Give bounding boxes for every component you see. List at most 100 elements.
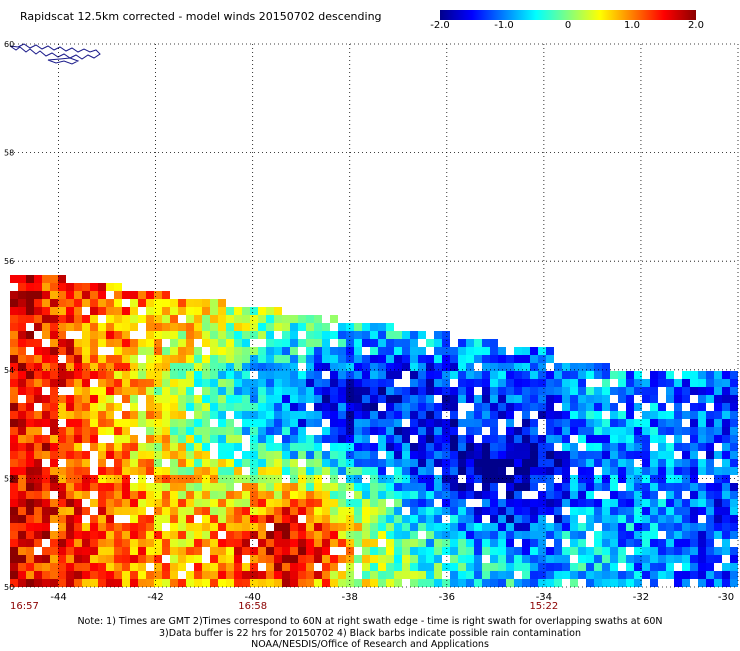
swath-cell	[242, 347, 250, 355]
swath-cell	[618, 411, 626, 419]
swath-cell	[274, 499, 282, 507]
swath-cell	[418, 499, 426, 507]
swath-cell	[194, 555, 202, 563]
swath-cell	[66, 507, 74, 515]
swath-cell	[378, 355, 386, 363]
swath-cell	[138, 563, 146, 571]
swath-cell	[114, 339, 122, 347]
swath-cell	[426, 563, 434, 571]
swath-cell	[674, 411, 682, 419]
swath-cell	[290, 339, 298, 347]
swath-cell	[546, 347, 554, 355]
swath-cell	[210, 387, 218, 395]
swath-cell	[66, 499, 74, 507]
swath-cell	[194, 419, 202, 427]
swath-cell	[50, 299, 58, 307]
swath-cell	[18, 507, 26, 515]
swath-cell	[10, 339, 18, 347]
swath-cell	[274, 539, 282, 547]
swath-cell	[330, 403, 338, 411]
swath-cell	[218, 395, 226, 403]
swath-cell	[114, 451, 122, 459]
swath-cell	[402, 539, 410, 547]
swath-cell	[178, 371, 186, 379]
swath-cell	[290, 355, 298, 363]
swath-cell	[578, 403, 586, 411]
swath-cell	[114, 475, 122, 483]
swath-cell	[698, 411, 706, 419]
swath-cell	[226, 379, 234, 387]
swath-cell	[130, 483, 138, 491]
swath-cell	[474, 475, 482, 483]
swath-cell	[346, 387, 354, 395]
swath-cell	[34, 467, 42, 475]
swath-cell	[730, 411, 738, 419]
swath-cell	[66, 315, 74, 323]
swath-cell	[362, 323, 370, 331]
swath-cell	[394, 419, 402, 427]
swath-cell	[666, 435, 674, 443]
swath-cell	[498, 467, 506, 475]
swath-cell	[714, 539, 722, 547]
colorbar-tick-label: -1.0	[494, 20, 514, 31]
swath-cell	[186, 419, 194, 427]
swath-cell	[10, 387, 18, 395]
swath-cell	[90, 571, 98, 579]
swath-cell	[162, 491, 170, 499]
swath-cell	[618, 467, 626, 475]
swath-cell	[170, 435, 178, 443]
swath-cell	[538, 579, 546, 587]
swath-cell	[546, 507, 554, 515]
swath-cell	[154, 427, 162, 435]
swath-cell	[450, 395, 458, 403]
swath-cell	[706, 531, 714, 539]
swath-cell	[90, 427, 98, 435]
swath-cell	[562, 451, 570, 459]
swath-cell	[458, 387, 466, 395]
swath-cell	[410, 523, 418, 531]
swath-cell	[362, 515, 370, 523]
swath-cell	[306, 491, 314, 499]
swath-cell	[178, 315, 186, 323]
swath-cell	[282, 459, 290, 467]
swath-cell	[162, 323, 170, 331]
swath-cell	[18, 531, 26, 539]
swath-cell	[586, 507, 594, 515]
swath-cell	[130, 563, 138, 571]
swath-cell	[514, 347, 522, 355]
swath-cell	[410, 515, 418, 523]
swath-cell	[42, 475, 50, 483]
swath-cell	[186, 467, 194, 475]
swath-cell	[298, 323, 306, 331]
swath-cell	[586, 563, 594, 571]
swath-cell	[474, 515, 482, 523]
swath-cell	[506, 475, 514, 483]
swath-cell	[458, 555, 466, 563]
swath-cell	[538, 451, 546, 459]
swath-cell	[266, 403, 274, 411]
swath-cell	[530, 555, 538, 563]
swath-cell	[178, 475, 186, 483]
swath-cell	[130, 331, 138, 339]
swath-cell	[154, 403, 162, 411]
swath-cell	[402, 563, 410, 571]
swath-cell	[266, 467, 274, 475]
swath-cell	[34, 363, 42, 371]
swath-cell	[562, 507, 570, 515]
swath-cell	[306, 339, 314, 347]
swath-cell	[194, 355, 202, 363]
swath-cell	[490, 355, 498, 363]
swath-cell	[98, 451, 106, 459]
swath-cell	[226, 483, 234, 491]
swath-cell	[682, 427, 690, 435]
swath-cell	[98, 395, 106, 403]
swath-cell	[242, 411, 250, 419]
swath-cell	[706, 435, 714, 443]
swath-cell	[578, 491, 586, 499]
swath-cell	[370, 443, 378, 451]
swath-cell	[146, 315, 154, 323]
swath-cell	[258, 355, 266, 363]
swath-cell	[458, 515, 466, 523]
swath-cell	[18, 283, 26, 291]
swath-cell	[682, 547, 690, 555]
